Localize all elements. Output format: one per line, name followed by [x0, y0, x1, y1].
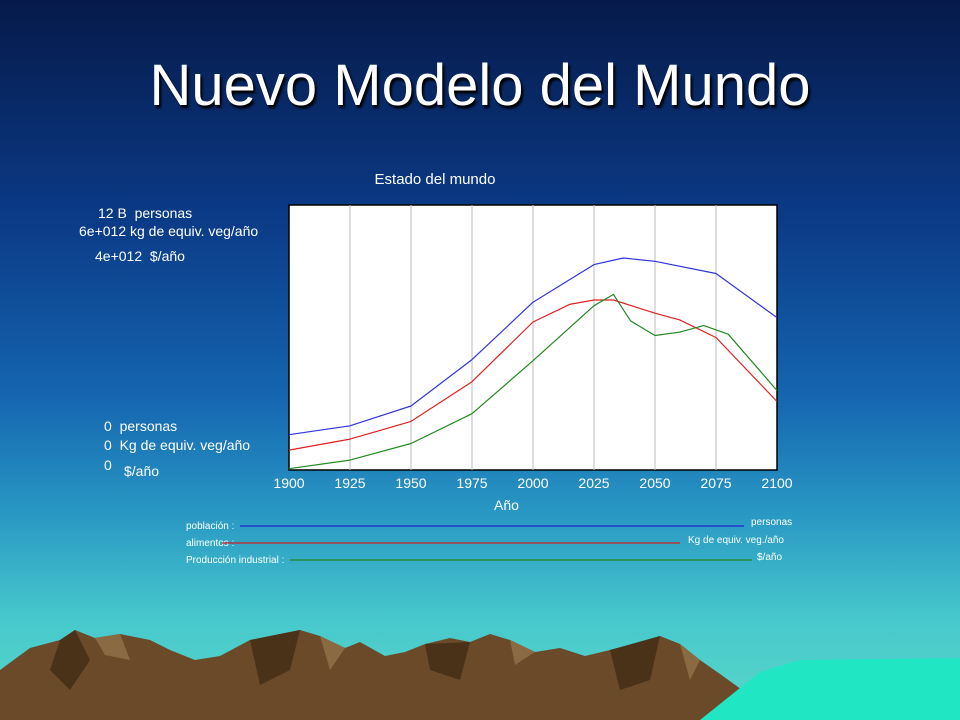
- slide-title: Nuevo Modelo del Mundo: [149, 53, 811, 118]
- axis-bottom-label-food: 0 Kg de equiv. veg/año: [104, 437, 250, 453]
- legend-label-food: alimentos :: [186, 538, 235, 549]
- axis-top-value-industry: 4e+012: [95, 248, 143, 264]
- mountain-illustration: [0, 630, 960, 720]
- x-tick-label: 1975: [456, 475, 487, 491]
- x-axis-label: Año: [494, 497, 519, 513]
- axis-top-label-population: 12 B personas: [98, 205, 192, 221]
- series-line-2: [288, 293, 778, 470]
- x-tick-label: 1900: [273, 475, 304, 491]
- legend-label-industry: Producción industrial :: [186, 555, 285, 566]
- axis-top-unit-food: kg de equiv. veg/año: [130, 223, 259, 239]
- mountain-range: [0, 630, 800, 720]
- axis-top-label-food: 6e+012 kg de equiv. veg/año: [79, 223, 258, 239]
- sea: [700, 658, 960, 720]
- axis-bottom-unit-population: personas: [119, 418, 178, 434]
- legend-unit-industry: $/año: [757, 552, 783, 563]
- axis-bottom-value-population: 0: [104, 418, 112, 434]
- axis-bottom-unit-industry: $/año: [124, 463, 160, 479]
- axis-top-unit-population: personas: [134, 205, 193, 221]
- axis-top-value-food: 6e+012: [79, 223, 127, 239]
- legend-unit-population: personas: [751, 517, 793, 528]
- series-line-0: [288, 257, 778, 436]
- legend-lines: [222, 525, 752, 561]
- series-line-1: [288, 299, 778, 451]
- legend-label-population: población :: [186, 521, 235, 532]
- world-state-chart: 1900 1925 1950 1975 2000 2025 2050 2075 2100: [273, 204, 792, 491]
- x-tick-label: 1950: [395, 475, 426, 491]
- axis-bottom-value-food: 0: [104, 437, 112, 453]
- legend-unit-food: Kg de equiv. veg./año: [688, 535, 784, 546]
- x-tick-label: 2100: [761, 475, 792, 491]
- chart-title: Estado del mundo: [374, 171, 496, 188]
- x-tick-label: 2000: [517, 475, 548, 491]
- axis-bottom-label-population: 0 personas: [104, 418, 177, 434]
- axis-top-label-industry: 4e+012 $/año: [95, 248, 185, 264]
- x-tick-label: 1925: [334, 475, 365, 491]
- x-tick-label: 2050: [639, 475, 670, 491]
- axis-bottom-value-industry: 0: [104, 457, 112, 473]
- x-tick-label: 2025: [578, 475, 609, 491]
- axis-top-unit-industry: $/año: [149, 248, 185, 264]
- axis-top-value-population: 12 B: [98, 205, 127, 221]
- axis-bottom-unit-food: Kg de equiv. veg/año: [119, 437, 251, 453]
- x-tick-label: 2075: [700, 475, 731, 491]
